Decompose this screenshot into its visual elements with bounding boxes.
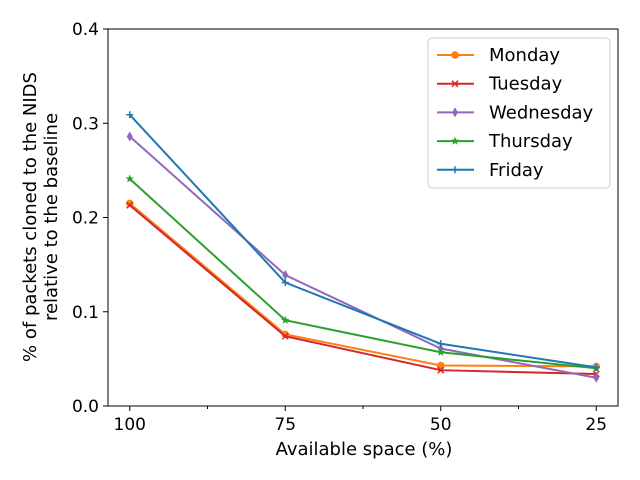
y-axis-label-line1: % of packets cloned to the NIDS xyxy=(20,72,41,362)
marker-x xyxy=(281,332,289,340)
y-tick-label: 0.3 xyxy=(72,114,99,134)
marker-plus xyxy=(281,279,289,287)
series-line-friday xyxy=(129,114,597,369)
series-wednesday xyxy=(126,131,600,383)
marker-star xyxy=(280,315,290,324)
axes-layer: 0.0 0.1 0.2 0.3 0.4 100 75 50 25 xyxy=(72,20,619,435)
marker-x xyxy=(451,80,459,88)
series-tuesday xyxy=(126,201,600,378)
legend-label: Tuesday xyxy=(488,74,563,95)
marker-star xyxy=(450,136,460,145)
data-point xyxy=(281,332,289,340)
marker-plus xyxy=(592,363,600,371)
y-tick-label: 0.1 xyxy=(72,303,99,323)
marker-diamond xyxy=(452,107,458,118)
x-tick-label: 75 xyxy=(274,415,296,435)
marker-x xyxy=(437,366,445,374)
legend-box xyxy=(427,37,611,189)
data-point xyxy=(282,269,289,280)
series-friday xyxy=(126,111,600,371)
legend-label: Thursday xyxy=(488,131,573,152)
marker-star xyxy=(436,347,446,356)
data-point xyxy=(126,111,134,119)
legend-label: Friday xyxy=(489,160,544,181)
legend-item-friday: Friday xyxy=(437,160,544,181)
marker-circle xyxy=(126,199,134,208)
marker-diamond xyxy=(282,269,289,280)
series-line-tuesday xyxy=(129,204,597,375)
data-point xyxy=(593,372,600,383)
data-point xyxy=(126,131,133,142)
marker-plus xyxy=(451,166,459,174)
x-tick-label: 25 xyxy=(585,415,607,435)
x-tick-label: 50 xyxy=(430,415,452,435)
x-axis-label: Available space (%) xyxy=(276,439,453,460)
x-tick-label: 100 xyxy=(114,415,146,435)
y-tick-label: 0.0 xyxy=(72,397,99,417)
legend-item-thursday: Thursday xyxy=(437,131,573,152)
data-point xyxy=(280,315,290,324)
y-axis-label-line2: relative to the baseline xyxy=(41,113,62,321)
data-point xyxy=(592,363,600,371)
legend-item-wednesday: Wednesday xyxy=(437,102,594,123)
series-line-thursday xyxy=(129,178,597,370)
data-point xyxy=(281,279,289,287)
marker-diamond xyxy=(126,131,133,142)
data-point xyxy=(126,201,134,209)
y-tick-label: 0.4 xyxy=(72,20,99,40)
series-line-wednesday xyxy=(129,135,597,379)
marker-star xyxy=(125,174,135,183)
marker-circle xyxy=(451,51,459,59)
data-point xyxy=(437,340,445,348)
data-point xyxy=(437,366,445,374)
legend-label: Wednesday xyxy=(489,102,594,123)
axes-frame xyxy=(107,28,619,407)
marker-x xyxy=(126,201,134,209)
series-layer xyxy=(125,111,601,383)
legend-item-tuesday: Tuesday xyxy=(437,74,563,95)
data-point xyxy=(125,174,135,183)
legend-item-monday: Monday xyxy=(437,45,560,66)
legend: Monday Tuesday Wednesday Thursday Friday xyxy=(427,37,611,189)
data-point xyxy=(436,347,446,356)
series-line-monday xyxy=(129,202,597,368)
legend-label: Monday xyxy=(489,45,560,66)
y-tick-label: 0.2 xyxy=(72,209,99,229)
marker-plus xyxy=(126,111,134,119)
marker-plus xyxy=(437,340,445,348)
data-point xyxy=(126,199,134,208)
marker-diamond xyxy=(593,372,600,383)
